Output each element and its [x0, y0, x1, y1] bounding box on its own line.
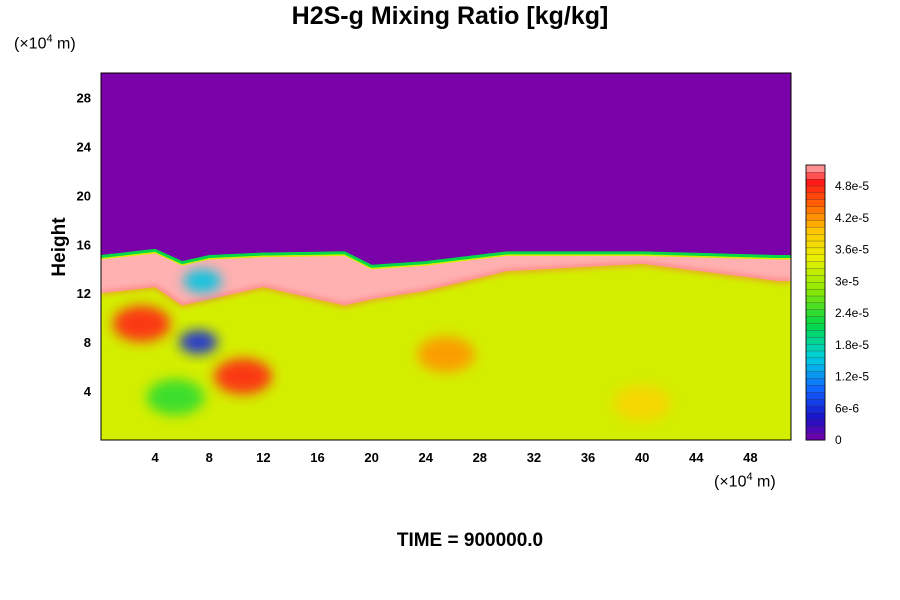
x-tick-label: 28: [473, 450, 487, 465]
feature-blob-2: [417, 336, 475, 373]
colorbar-tick-label: 1.2e-5: [835, 370, 869, 384]
x-tick-label: 36: [581, 450, 595, 465]
colorbar: 0 6e-6 1.2e-5 1.8e-5 2.4e-5 3e-5 3.6e-5 4.2e-5 4…: [805, 164, 869, 447]
colorbar-segment: [805, 377, 826, 386]
time-label: TIME = 900000.0: [396, 530, 544, 551]
colorbar-segment: [805, 371, 826, 379]
y-tick-label: 28: [77, 90, 91, 105]
y-unit-suffix: m): [52, 35, 76, 53]
x-unit-exponent: 4: [746, 471, 753, 483]
x-tick-label: 44: [689, 450, 704, 465]
colorbar-segment: [805, 171, 826, 180]
x-tick-label: 16: [310, 450, 324, 465]
x-tick-label: 32: [527, 450, 541, 465]
colorbar-segment: [805, 302, 826, 310]
x-unit-suffix: m): [752, 473, 776, 491]
y-unit-prefix: (×10: [14, 35, 47, 53]
colorbar-segment: [805, 247, 826, 255]
feature-blob-6: [613, 385, 671, 422]
feature-blob-5: [146, 379, 205, 416]
colorbar-segment: [805, 261, 826, 269]
colorbar-segment: [805, 267, 826, 276]
colorbar-segment: [805, 391, 826, 400]
colorbar-tick-label: 6e-6: [835, 401, 859, 415]
colorbar-segment: [805, 432, 826, 441]
colorbar-segment: [805, 281, 826, 290]
colorbar-segment: [805, 398, 826, 407]
x-unit-prefix: (×10: [714, 473, 747, 491]
band-edge: [101, 262, 791, 307]
x-tick-label: 20: [364, 450, 378, 465]
x-axis-ticks: 4 8 12 16 20 24 28 32 36 40 44 48: [152, 450, 758, 465]
x-tick-label: 8: [206, 450, 213, 465]
x-tick-label: 40: [635, 450, 649, 465]
colorbar-tick-label: 2.4e-5: [835, 306, 869, 320]
colorbar-segment: [805, 178, 826, 187]
chart-title: H2S-g Mixing Ratio [kg/kg]: [291, 2, 609, 30]
colorbar-tick-label: 1.8e-5: [835, 338, 869, 352]
y-tick-label: 24: [77, 139, 92, 154]
y-axis-unit: (×104 m): [14, 33, 76, 53]
colorbar-segment: [805, 316, 826, 324]
colorbar-segment: [805, 164, 826, 173]
colorbar-segment: [805, 233, 826, 242]
y-tick-label: 12: [77, 286, 91, 301]
high-concentration-band: [101, 253, 791, 306]
feature-blob-0: [179, 330, 218, 355]
plot-frame: [100, 72, 792, 441]
colorbar-frame: [805, 164, 826, 441]
colorbar-tick-label: 4.2e-5: [835, 211, 869, 225]
colorbar-segment: [805, 426, 826, 434]
colorbar-tick-label: 3e-5: [835, 274, 859, 288]
colorbar-segment: [805, 254, 826, 262]
feature-blob-1: [183, 268, 222, 293]
colorbar-segment: [805, 199, 826, 207]
x-tick-label: 48: [743, 450, 757, 465]
colorbar-segment: [805, 343, 826, 352]
colorbar-segment: [805, 240, 826, 249]
colorbar-segment: [805, 405, 826, 414]
colorbar-tick-label: 4.8e-5: [835, 179, 869, 193]
colorbar-segment: [805, 384, 826, 393]
colorbar-segment: [805, 206, 826, 214]
colorbar-segment: [805, 295, 826, 304]
colorbar-segment: [805, 412, 826, 420]
colorbar-segment: [805, 288, 826, 297]
feature-blob-4: [112, 305, 171, 342]
colorbar-segment: [805, 219, 826, 228]
y-tick-label: 4: [84, 384, 92, 399]
colorbar-segment: [805, 226, 826, 235]
colorbar-segment: [805, 185, 826, 194]
colorbar-segment: [805, 336, 826, 345]
y-tick-label: 20: [77, 188, 91, 203]
colorbar-segment: [805, 322, 826, 331]
colorbar-segment: [805, 212, 826, 221]
colorbar-segment: [805, 274, 826, 283]
y-tick-label: 8: [84, 335, 91, 350]
y-unit-exponent: 4: [46, 33, 53, 45]
x-tick-label: 4: [152, 450, 160, 465]
heatmap-area: [101, 73, 791, 440]
colorbar-tick-label: 0: [835, 433, 842, 447]
y-tick-label: 16: [77, 237, 91, 252]
inversion-rim: [101, 248, 791, 268]
colorbar-segment: [805, 357, 826, 365]
colorbar-segment: [805, 192, 826, 200]
colorbar-segment: [805, 309, 826, 317]
x-axis-unit: (×104 m): [714, 471, 776, 491]
feature-blob-3: [214, 358, 272, 395]
colorbar-segment: [805, 329, 826, 338]
colorbar-segment: [805, 364, 826, 372]
colorbar-segment: [805, 419, 826, 427]
x-tick-label: 12: [256, 450, 270, 465]
colorbar-tick-label: 3.6e-5: [835, 243, 869, 257]
colorbar-segment: [805, 350, 826, 359]
x-tick-label: 24: [418, 450, 433, 465]
y-axis-ticks: 4 8 12 16 20 24 28: [77, 90, 92, 399]
